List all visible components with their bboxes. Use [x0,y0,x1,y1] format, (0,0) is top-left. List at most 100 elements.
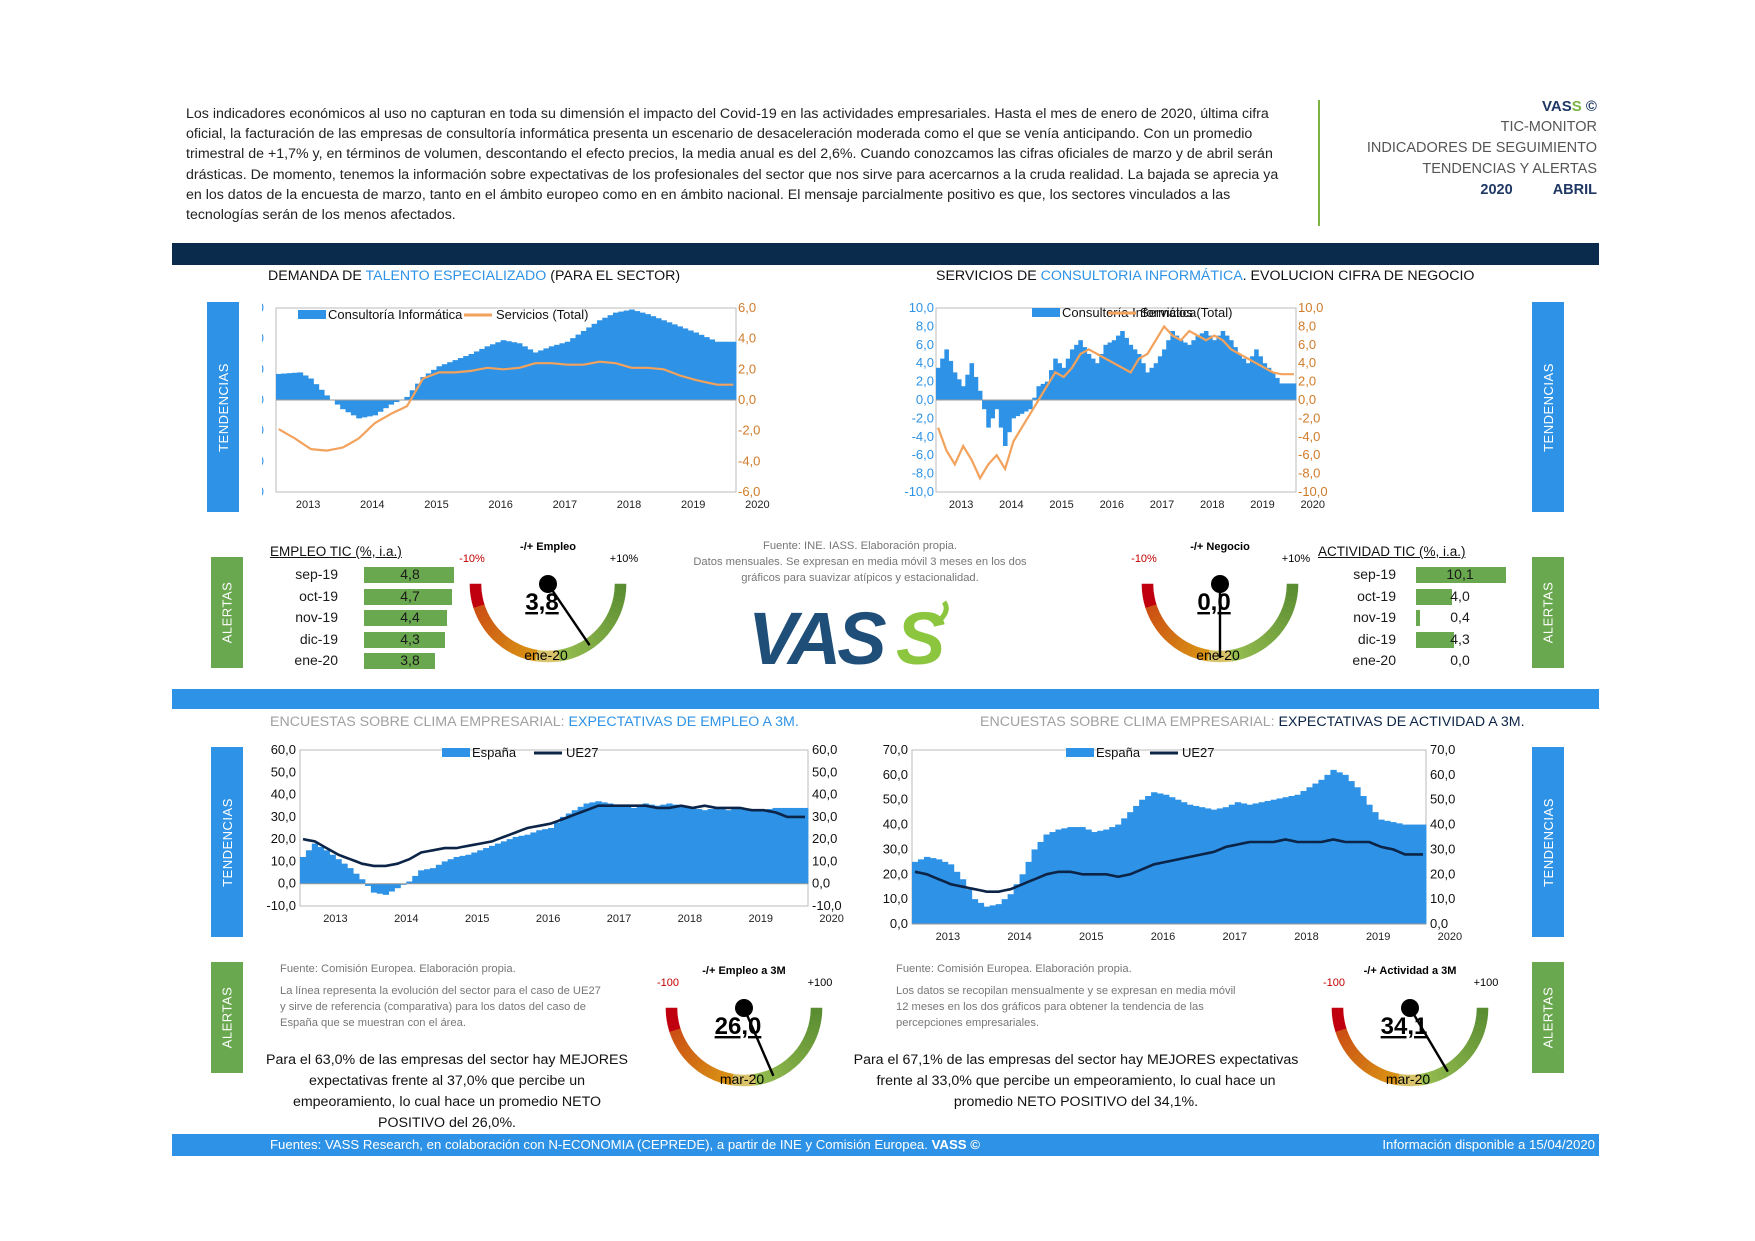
bar-mark [302,375,309,400]
gauge-value: 0,0 [1197,589,1230,616]
bar-mark [429,868,437,884]
bar-mark [542,829,549,884]
x-tick-label: 2016 [488,499,512,511]
y-tick-label: 2,0 [916,374,934,389]
alert-row: ene-20 0,0 [1326,652,1566,670]
x-tick-label: 2013 [296,499,320,511]
bar-mark [1037,841,1044,924]
bar-mark [1252,803,1260,924]
bar-mark [719,809,726,884]
bar-mark [612,312,619,400]
bar-mark [1241,358,1247,400]
alert-row: oct-19 4,7 [268,588,508,606]
legend-label-line: Servicios (Total) [496,307,588,322]
bar-mark [618,805,626,884]
bar-mark [1420,824,1427,924]
bar-mark [1120,331,1125,400]
bar-mark [406,881,413,884]
bar-mark [1007,894,1015,924]
y-tick-label-right: 4,0 [1298,355,1316,370]
gauge-negocio: -/+ Negocio -10% +10% 0,0 ene-20 [1131,541,1310,663]
bar-mark [1287,383,1293,400]
bar-mark [471,852,478,884]
vass-logo-accent [938,600,949,622]
bar-mark [1384,820,1391,924]
bar-mark [1203,331,1209,400]
bar-mark [538,350,544,400]
gauge-min-label: -100 [1323,977,1345,989]
bar-mark [559,816,567,884]
gauge-title: -/+ Negocio [1190,541,1250,553]
alert-row-bar [1416,610,1420,626]
y-tick-label: 0,0 [278,876,296,891]
bar-mark [292,372,298,400]
bar-mark [1162,349,1167,400]
x-tick-label: 2014 [394,913,418,925]
footer-bar: Fuentes: VASS Research, en colaboración … [172,1134,1599,1156]
bar-mark [1178,340,1184,400]
bar-mark [300,856,307,884]
gauge-segment [810,1007,823,1015]
brand-block: VASS © TIC-MONITOR INDICADORES DE SEGUIM… [1367,96,1597,201]
side-label-alertas-4: ALERTAS [1532,962,1564,1073]
y-tick-label: 0,0 [916,392,934,407]
bar-mark [276,373,282,400]
alert-row-label: sep-19 [295,566,338,582]
brand-line3: TENDENCIAS Y ALERTAS [1422,161,1597,177]
gauge-segment [614,583,627,591]
bar-mark [1073,827,1080,924]
bar-mark [532,352,539,400]
chart2-title: SERVICIOS DE CONSULTORIA INFORMÁTICA. EV… [936,268,1475,284]
bar-mark [639,312,646,400]
bottom-left-note: Fuente: Comisión Europea. Elaboración pr… [280,963,601,1029]
bar-mark [623,310,630,400]
gauge-hub [1211,575,1229,593]
y-tick-label-right: 30,0 [812,809,837,824]
bar-mark [995,904,1003,924]
legend-swatch-area [1032,308,1060,317]
series-line [937,324,1294,481]
bar-mark [940,358,945,400]
bar-mark [1085,829,1092,924]
alert-row-value: 3,8 [400,652,420,668]
y-tick-label: 10,0 [883,891,908,906]
bar-mark [548,828,555,884]
bar-mark [1224,335,1230,400]
alert-row-bar [364,653,436,669]
gauge-min-label: -10% [459,553,485,565]
bar-mark [1402,824,1409,924]
alert-row-value: 10,1 [1446,566,1474,582]
intro-paragraph: Los indicadores económicos al uso no cap… [186,106,1279,224]
bar-mark [1330,769,1337,924]
bar-mark [666,322,673,400]
y-tick-label: 30,0 [271,809,296,824]
bar-mark [324,395,330,400]
gauge-max-label: +100 [1474,977,1499,989]
bar-mark [743,809,750,884]
alert-row-value: 0,0 [1450,652,1470,668]
chart-talento: -6,0 -6,0 -4,0 -4,0 -2,0 -2,0 0,0 0,0 2,0 2,0 4,0 4… [262,300,770,511]
bar-mark [1139,799,1146,924]
bar-mark [1157,793,1164,924]
bar-mark [965,374,970,400]
bar-mark [465,854,472,884]
y-tick-label: 40,0 [883,817,908,832]
bar-mark [1121,818,1128,924]
gauge-segment [1286,583,1299,591]
bar-mark [554,822,561,884]
gauge-needle [547,583,591,646]
brand-line1: TIC-MONITOR [1500,119,1597,135]
bar-mark [1245,363,1251,400]
bar-mark [483,848,490,884]
legend-swatch-area [1066,748,1094,757]
y-tick-label: 0,0 [890,916,908,931]
summary-actividad: Para el 67,1% de las empresas del sector… [853,1052,1299,1110]
legend-label-area: España [472,745,517,760]
bar-mark [1174,799,1182,924]
bar-mark [494,843,502,884]
x-tick-label: 2017 [1150,499,1174,511]
bar-mark [754,810,762,884]
y-tick-label-right: 6,0 [738,300,756,315]
bar-mark [683,806,691,884]
bar-mark [948,360,954,400]
